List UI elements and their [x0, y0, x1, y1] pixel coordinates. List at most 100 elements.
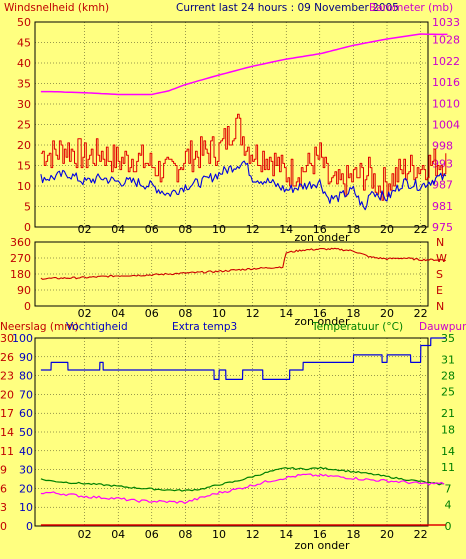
x-tick-label: 18: [346, 528, 360, 541]
compass-label: N: [436, 300, 444, 313]
rain-tick-label: 9: [0, 464, 7, 477]
x-tick-label: 20: [380, 528, 394, 541]
x-tick-label: 16: [313, 307, 327, 320]
barometer-tick-label: 975: [432, 221, 453, 234]
barometer-tick-label: 1004: [432, 119, 460, 132]
humidity-tick-label: 50: [19, 426, 33, 439]
x-tick-label: 04: [111, 307, 125, 320]
direction-tick-label: 0: [24, 300, 31, 313]
wind-axis-title: Windsnelheid (kmh): [4, 2, 109, 14]
x-tick-label: 22: [414, 223, 428, 236]
wind-tick-label: 40: [17, 57, 31, 70]
x-tick-label: 20: [380, 307, 394, 320]
barometer-tick-label: 998: [432, 140, 453, 153]
temperature-tick-label: 28: [441, 370, 455, 383]
direction-tick-label: 180: [10, 268, 31, 281]
dewpoint-axis-title: Dauwpunt: [419, 321, 466, 333]
rain-tick-label: 26: [0, 351, 14, 364]
wind-tick-label: 15: [17, 160, 31, 173]
wind-tick-label: 45: [17, 37, 31, 50]
x-tick-label: 10: [212, 307, 226, 320]
humidity-tick-label: 20: [19, 482, 33, 495]
compass-label: W: [436, 252, 447, 265]
x-tick-label: 12: [246, 307, 260, 320]
x-tick-label: 10: [212, 223, 226, 236]
humidity-tick-label: 30: [19, 464, 33, 477]
x-tick-label: 20: [380, 223, 394, 236]
x-tick-label: 08: [178, 223, 192, 236]
rain-tick-label: 11: [0, 445, 14, 458]
x-tick-label: 22: [414, 528, 428, 541]
temperature-panel: 0 3 6 9 11 14 17 20 23 26 30 0 10 20 30 40 50 60 70 80 90 10…: [0, 332, 455, 552]
temperature-tick-label: 7: [445, 482, 452, 495]
temperature-tick-label: 11: [441, 461, 455, 474]
rain-tick-label: 3: [0, 501, 7, 514]
rain-tick-label: 0: [0, 520, 7, 533]
x-tick-label: 14: [279, 223, 293, 236]
x-tick-label: 02: [78, 223, 92, 236]
direction-tick-label: 360: [10, 236, 31, 249]
wind-gust-line: [40, 113, 447, 201]
direction-tick-label: 270: [10, 252, 31, 265]
temperature-tick-label: 35: [441, 332, 455, 345]
x-tick-label: 22: [414, 307, 428, 320]
temperature-tick-label: 21: [441, 407, 455, 420]
barometer-axis-title: Barometer (mb): [369, 2, 453, 14]
humidity-tick-label: 90: [19, 351, 33, 364]
temperature-tick-label: 25: [441, 386, 455, 399]
x-tick-label: 08: [178, 307, 192, 320]
rain-tick-label: 20: [0, 388, 14, 401]
temperature-tick-label: 4: [445, 499, 452, 512]
x-tick-label: 16: [313, 223, 327, 236]
humidity-tick-label: 60: [19, 407, 33, 420]
rain-axis-title: Neerslag (mm): [0, 321, 79, 333]
humidity-axis-title: Vochtigheid: [66, 321, 128, 333]
x-tick-label: 16: [313, 528, 327, 541]
temperature-axis-title: Temperatuur (°C): [311, 321, 403, 333]
direction-tick-label: 90: [17, 284, 31, 297]
rain-tick-label: 17: [0, 407, 14, 420]
wind-average-line: [40, 160, 447, 211]
humidity-tick-label: 40: [19, 445, 33, 458]
rain-tick-label: 23: [0, 370, 14, 383]
humidity-tick-label: 100: [12, 332, 33, 345]
barometer-tick-label: 981: [432, 200, 453, 213]
barometer-line: [40, 33, 448, 96]
humidity-tick-label: 80: [19, 370, 33, 383]
x-tick-label: 08: [178, 528, 192, 541]
wind-tick-label: 25: [17, 119, 31, 132]
compass-label: N: [436, 236, 444, 249]
temperature-line: [40, 466, 445, 492]
x-tick-label: 14: [279, 307, 293, 320]
wind-tick-label: 20: [17, 139, 31, 152]
x-tick-label: 18: [346, 307, 360, 320]
barometer-tick-label: 1010: [432, 97, 460, 110]
x-tick-label: 12: [246, 223, 260, 236]
extra-temp-label: Extra temp3: [172, 321, 237, 333]
rain-tick-label: 30: [0, 332, 14, 345]
compass-label: S: [436, 268, 443, 281]
humidity-tick-label: 70: [19, 388, 33, 401]
wind-tick-label: 0: [24, 221, 31, 234]
dewpoint-line: [40, 473, 445, 504]
wind-tick-label: 35: [17, 78, 31, 91]
humidity-line: [40, 337, 446, 380]
x-tick-label: 04: [111, 223, 125, 236]
temperature-tick-label: 14: [441, 445, 455, 458]
x-tick-label: 14: [279, 528, 293, 541]
barometer-tick-label: 1028: [432, 34, 460, 47]
x-tick-label: 06: [145, 223, 159, 236]
barometer-tick-label: 1016: [432, 76, 460, 89]
x-tick-label: 06: [145, 307, 159, 320]
humidity-tick-label: 10: [19, 501, 33, 514]
temperature-tick-label: 0: [445, 520, 452, 533]
temperature-tick-label: 18: [441, 423, 455, 436]
x-tick-label: 04: [111, 528, 125, 541]
wind-tick-label: 10: [17, 180, 31, 193]
wind-tick-label: 30: [17, 98, 31, 111]
sunset-note: zon onder: [295, 315, 350, 328]
rain-tick-label: 6: [0, 482, 7, 495]
